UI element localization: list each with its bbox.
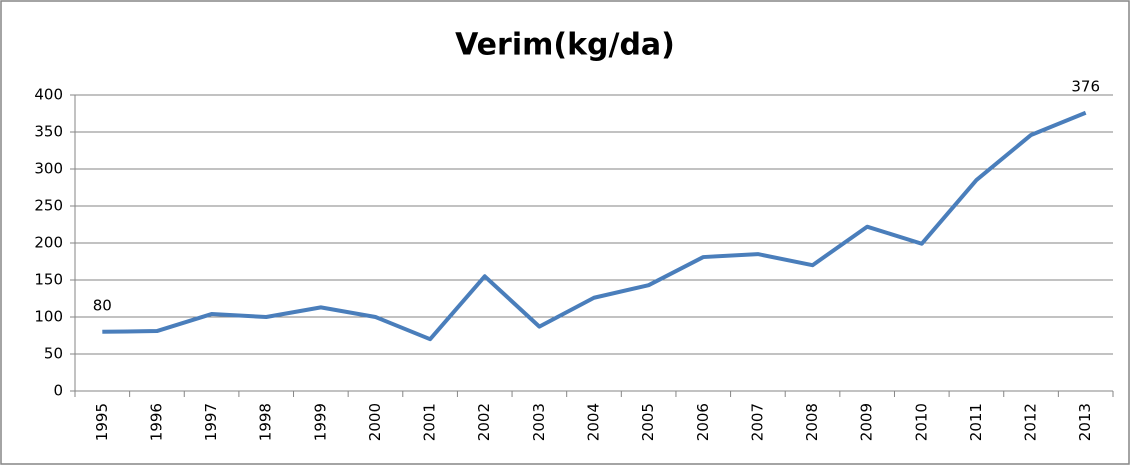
x-tick-label: 2008 bbox=[803, 403, 821, 441]
x-tick-label: 1996 bbox=[147, 403, 165, 441]
y-tick-label: 250 bbox=[34, 197, 63, 215]
x-tick-label: 2006 bbox=[694, 403, 712, 441]
x-tick-label: 1998 bbox=[257, 403, 275, 441]
x-tick-label: 2000 bbox=[366, 403, 384, 441]
y-tick-label: 0 bbox=[53, 382, 63, 400]
x-tick-label: 1995 bbox=[93, 403, 111, 441]
x-tick-label: 2011 bbox=[967, 403, 985, 441]
y-tick-label: 150 bbox=[34, 271, 63, 289]
x-tick-label: 1997 bbox=[202, 403, 220, 441]
y-tick-label: 50 bbox=[44, 345, 63, 363]
x-tick-label: 2002 bbox=[475, 403, 493, 441]
y-tick-label: 400 bbox=[34, 86, 63, 104]
y-tick-label: 200 bbox=[34, 234, 63, 252]
x-tick-label: 2001 bbox=[421, 403, 439, 441]
x-tick-label: 2012 bbox=[1022, 403, 1040, 441]
chart-title: Verim(kg/da) bbox=[455, 28, 675, 63]
y-tick-label: 100 bbox=[34, 308, 63, 326]
x-tick-label: 2003 bbox=[530, 403, 548, 441]
y-tick-label: 300 bbox=[34, 160, 63, 178]
x-tick-label: 2007 bbox=[748, 403, 766, 441]
x-tick-label: 2009 bbox=[858, 403, 876, 441]
x-tick-label: 2005 bbox=[639, 403, 657, 441]
y-tick-label: 350 bbox=[34, 123, 63, 141]
line bbox=[102, 110, 1087, 342]
x-tick-label: 1999 bbox=[311, 403, 329, 441]
x-tick-label: 2004 bbox=[585, 403, 603, 441]
x-tick-label: 2013 bbox=[1076, 403, 1094, 441]
data-label: 80 bbox=[93, 296, 112, 314]
data-label: 376 bbox=[1071, 77, 1100, 95]
x-tick-label: 2010 bbox=[912, 403, 930, 441]
